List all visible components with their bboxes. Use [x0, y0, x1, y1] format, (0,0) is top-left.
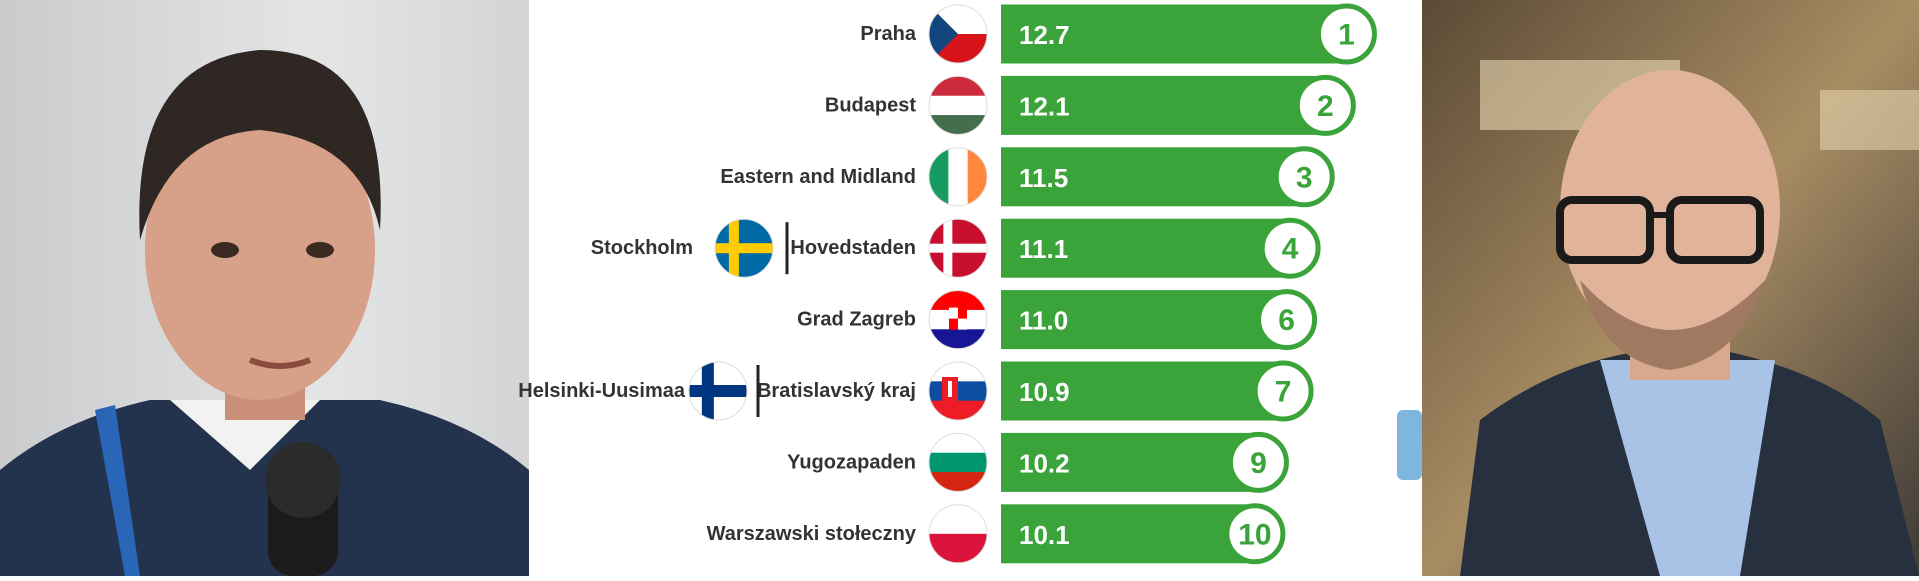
flag-part [929, 452, 987, 473]
category-label: Eastern and Midland [720, 166, 916, 188]
flag-rim [928, 218, 988, 278]
flag-rim [928, 361, 988, 421]
value-label: 11.5 [1019, 163, 1068, 193]
bar [1001, 218, 1287, 278]
flag [689, 362, 747, 420]
category-label: Warszawski stołeczny [707, 523, 917, 545]
category-label: Yugozapaden [787, 451, 916, 473]
flag-part [929, 433, 987, 454]
flag-part [929, 5, 958, 63]
flag [929, 76, 987, 135]
flag [929, 219, 987, 278]
flag-part [958, 318, 967, 330]
flag-rim [928, 432, 988, 492]
bar [1001, 290, 1283, 350]
flag-part [715, 243, 773, 254]
flag [929, 433, 987, 492]
flag-part [929, 362, 987, 382]
rank-badge [1256, 289, 1318, 351]
value-label: 10.9 [1019, 377, 1070, 407]
bar [1001, 361, 1280, 421]
category-label: Hovedstaden [790, 237, 916, 259]
category-label: Grad Zagreb [797, 309, 916, 331]
rank-label: 7 [1275, 376, 1292, 409]
flag-part [929, 243, 987, 253]
flag-rim [928, 290, 988, 350]
flag-part [929, 115, 987, 135]
category-label: Praha [860, 23, 916, 45]
rank-label: 1 [1338, 19, 1355, 52]
bar [1001, 75, 1322, 135]
bar [1001, 4, 1343, 64]
flag [715, 219, 773, 278]
value-label: 10.2 [1019, 448, 1070, 478]
flag-rim [928, 504, 988, 564]
bar [1001, 147, 1301, 207]
rank-label: 3 [1296, 161, 1313, 194]
rank-label: 10 [1238, 518, 1271, 551]
flag-part [701, 362, 714, 420]
right-photo [1422, 0, 1919, 576]
value-label: 11.0 [1019, 306, 1068, 336]
flag-part [929, 400, 987, 420]
rank-badge [1259, 217, 1321, 279]
value-label: 10.1 [1019, 520, 1070, 550]
rank-badge [1224, 503, 1286, 565]
flag-part [929, 329, 987, 349]
rank-badge [1315, 3, 1377, 65]
second-category-label: Stockholm [591, 237, 693, 259]
flag-part [943, 219, 953, 278]
flag-part [728, 219, 739, 278]
rank-label: 9 [1250, 447, 1267, 480]
second-category-label: Helsinki-Uusimaa [518, 380, 686, 402]
flag-part [929, 472, 987, 492]
flag-part [929, 95, 987, 116]
flag-part [929, 147, 949, 206]
rank-badge [1227, 431, 1289, 493]
flag [929, 362, 987, 420]
bar [1001, 504, 1251, 564]
value-label: 12.7 [1019, 20, 1070, 50]
category-label: Budapest [825, 94, 916, 116]
flag-rim [928, 4, 988, 64]
flag-part [929, 76, 987, 97]
left-photo [0, 0, 529, 576]
flag-part [949, 307, 958, 319]
rank-badge [1252, 360, 1314, 422]
flag-part [948, 147, 969, 206]
flag-part [929, 290, 987, 311]
flag-part [689, 385, 747, 397]
value-label: 12.1 [1019, 91, 1070, 121]
rank-label: 6 [1278, 304, 1295, 337]
category-label: Bratislavský kraj [757, 380, 916, 402]
flag-part [967, 147, 987, 206]
flag-rim [928, 75, 988, 135]
value-label: 11.1 [1019, 234, 1068, 264]
rank-label: 4 [1282, 233, 1299, 266]
flag-rim [928, 147, 988, 207]
flag-rim [714, 218, 774, 278]
bar [1001, 432, 1255, 492]
rank-badge [1294, 74, 1356, 136]
flag-rim [688, 361, 748, 421]
flag [929, 290, 987, 349]
flag-part [948, 381, 952, 397]
decor-icon [1397, 410, 1422, 480]
rank-badge [1273, 146, 1335, 208]
flag [929, 147, 987, 206]
rank-label: 2 [1317, 90, 1334, 123]
